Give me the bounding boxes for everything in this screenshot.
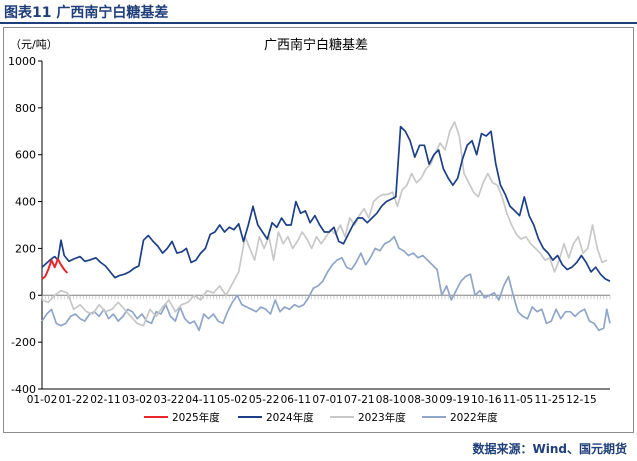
- x-axis-minor-ticks: [41, 295, 611, 300]
- x-tick-label: 11-25: [534, 394, 565, 406]
- x-tick-label: 11-05: [503, 394, 534, 406]
- x-tick-label: 07-01: [312, 394, 343, 406]
- legend-label: 2023年度: [358, 411, 406, 424]
- x-tick-label: 05-02: [217, 394, 248, 406]
- x-tick-label: 04-11: [185, 394, 216, 406]
- y-tick-label: 200: [15, 242, 36, 255]
- x-tick-label: 01-02: [27, 394, 58, 406]
- x-tick-label: 02-11: [90, 394, 121, 406]
- series-layer: [41, 121, 611, 332]
- legend: 2025年度 2024年度 2023年度 2022年度: [144, 411, 498, 424]
- y-tick-label: 400: [15, 196, 36, 209]
- chart-canvas: 广西南宁白糖基差 （元/吨） -400 -200 0 200 400 600 800 1000…: [8, 37, 611, 424]
- x-tick-label: 07-21: [344, 394, 375, 406]
- series-line-2023年度: [41, 121, 608, 327]
- figure-header: 图表11 广西南宁白糖基差: [0, 0, 637, 24]
- x-tick-label: 01-22: [58, 394, 89, 406]
- y-tick-label: 0: [29, 289, 36, 302]
- x-tick-label: 08-30: [408, 394, 439, 406]
- y-tick-label: -400: [11, 383, 36, 396]
- x-tick-label: 09-19: [439, 394, 470, 406]
- y-tick-label: 600: [15, 149, 36, 162]
- series-line-2024年度: [41, 125, 611, 282]
- x-tick-label: 12-15: [566, 394, 597, 406]
- figure-label: 图表11 广西南宁白糖基差: [4, 5, 169, 21]
- header-divider: [0, 22, 637, 24]
- series-line-2022年度: [41, 235, 611, 332]
- x-tick-label: 10-16: [471, 394, 502, 406]
- x-tick-label: 05-22: [249, 394, 280, 406]
- y-axis-label: （元/吨）: [10, 38, 58, 51]
- x-tick-label: 08-10: [376, 394, 407, 406]
- y-tick-label: -200: [11, 336, 36, 349]
- legend-label: 2022年度: [450, 411, 498, 424]
- series-line-2025年度: [41, 258, 69, 280]
- y-axis-ticks: -400 -200 0 200 400 600 800 1000: [8, 55, 43, 396]
- y-tick-label: 1000: [8, 55, 36, 68]
- x-axis-ticks: 01-02 01-22 02-11 03-02 03-22 04-11 05-02 05-22…: [27, 294, 611, 406]
- legend-label: 2024年度: [266, 411, 314, 424]
- legend-label: 2025年度: [172, 411, 220, 424]
- source-note: 数据来源：Wind、国元期货: [472, 442, 627, 456]
- x-tick-label: 06-11: [281, 394, 312, 406]
- x-tick-label: 03-02: [122, 394, 153, 406]
- chart-frame: 广西南宁白糖基差 （元/吨） -400 -200 0 200 400 600 800 1000…: [3, 27, 634, 433]
- y-tick-label: 800: [15, 102, 36, 115]
- x-tick-label: 03-22: [154, 394, 185, 406]
- chart-title: 广西南宁白糖基差: [264, 37, 368, 53]
